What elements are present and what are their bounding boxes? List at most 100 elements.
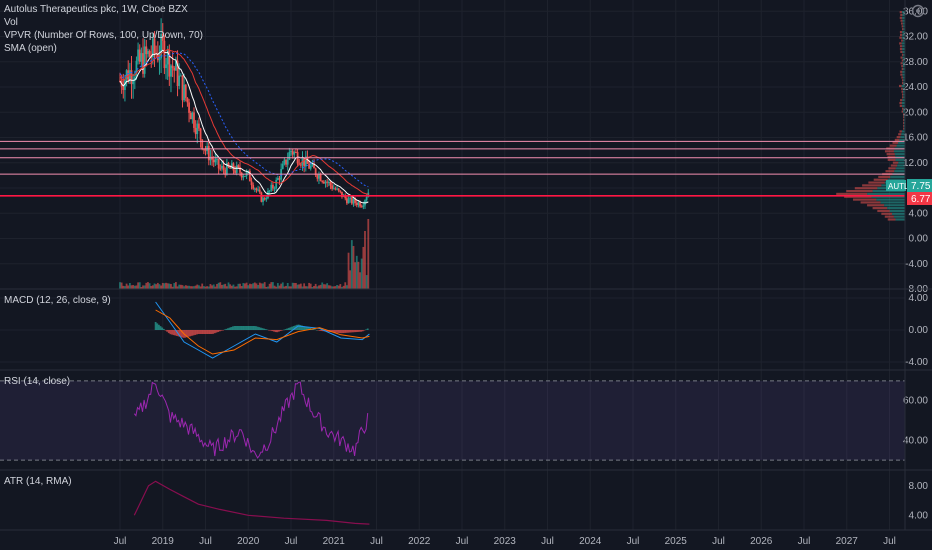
candle-body[interactable] — [188, 102, 190, 113]
candle-body[interactable] — [173, 68, 176, 71]
candle-body[interactable] — [221, 165, 223, 169]
candle-body[interactable] — [184, 84, 187, 98]
candle-body[interactable] — [257, 189, 260, 191]
candle-body[interactable] — [147, 50, 149, 55]
candle-body[interactable] — [237, 165, 240, 168]
candle-body[interactable] — [175, 60, 177, 71]
candle-body[interactable] — [332, 188, 335, 190]
candle-body[interactable] — [186, 97, 189, 103]
candle-body[interactable] — [224, 169, 227, 175]
candle-body[interactable] — [275, 179, 278, 189]
candle-body[interactable] — [286, 159, 289, 165]
candle-body[interactable] — [207, 146, 210, 161]
candle-body[interactable] — [122, 86, 125, 91]
gear-icon[interactable] — [911, 4, 925, 18]
candle-body[interactable] — [242, 176, 245, 178]
candle-body[interactable] — [225, 162, 228, 175]
candle-body[interactable] — [143, 46, 146, 74]
candle-body[interactable] — [308, 163, 310, 169]
candle-body[interactable] — [303, 157, 306, 167]
candle-body[interactable] — [209, 156, 212, 161]
candle-body[interactable] — [199, 128, 202, 140]
candle-body[interactable] — [291, 150, 294, 155]
candle-body[interactable] — [288, 152, 291, 160]
candle-body[interactable] — [234, 170, 236, 173]
candle-body[interactable] — [191, 112, 194, 120]
candle-body[interactable] — [128, 70, 131, 82]
candle-body[interactable] — [227, 162, 230, 167]
candle-body[interactable] — [324, 181, 327, 184]
candle-body[interactable] — [160, 34, 163, 59]
horizontal-lines[interactable] — [0, 140, 905, 197]
candle-body[interactable] — [365, 197, 368, 201]
candle-body[interactable] — [240, 172, 243, 178]
candle-body[interactable] — [239, 167, 241, 173]
candle-body[interactable] — [362, 205, 365, 207]
macd-pane[interactable] — [154, 301, 370, 359]
candle-body[interactable] — [217, 159, 220, 169]
candle-body[interactable] — [252, 185, 255, 189]
candle-body[interactable] — [255, 188, 258, 191]
candle-body[interactable] — [319, 174, 322, 181]
candle-body[interactable] — [278, 178, 281, 180]
candle-body[interactable] — [326, 181, 329, 183]
sma-legend[interactable]: SMA (open) — [4, 43, 57, 54]
candle-body[interactable] — [248, 170, 251, 182]
candle-body[interactable] — [158, 58, 161, 61]
candle-body[interactable] — [336, 188, 338, 190]
candle-body[interactable] — [350, 197, 353, 204]
candle-body[interactable] — [339, 190, 342, 192]
candle-body[interactable] — [142, 53, 144, 74]
candle-body[interactable] — [268, 190, 271, 192]
candle-body[interactable] — [165, 64, 167, 69]
candle-body[interactable] — [153, 38, 156, 53]
candle-body[interactable] — [346, 198, 348, 204]
candle-body[interactable] — [318, 174, 320, 179]
candle-body[interactable] — [367, 192, 370, 198]
volume-legend[interactable]: Vol — [4, 17, 18, 28]
candle-body[interactable] — [304, 156, 307, 167]
candle-body[interactable] — [132, 80, 135, 85]
candle-body[interactable] — [263, 198, 266, 200]
candle-body[interactable] — [258, 189, 261, 193]
candle-body[interactable] — [219, 168, 222, 170]
candle-body[interactable] — [321, 180, 324, 182]
candle-body[interactable] — [341, 191, 343, 197]
candle-body[interactable] — [283, 159, 286, 164]
candle-body[interactable] — [171, 65, 174, 69]
candle-body[interactable] — [214, 159, 217, 163]
candle-body[interactable] — [135, 60, 138, 78]
candle-body[interactable] — [355, 202, 358, 206]
candle-body[interactable] — [295, 152, 297, 154]
candle-body[interactable] — [311, 163, 314, 166]
candle-body[interactable] — [176, 60, 179, 86]
candle-body[interactable] — [349, 197, 352, 200]
candle-body[interactable] — [250, 181, 253, 186]
candle-body[interactable] — [267, 191, 269, 199]
candle-body[interactable] — [354, 198, 357, 203]
candle-body[interactable] — [194, 127, 197, 135]
candle-body[interactable] — [178, 75, 181, 86]
candle-body[interactable] — [322, 181, 325, 184]
candle-body[interactable] — [299, 164, 302, 166]
candle-body[interactable] — [166, 50, 169, 65]
candle-body[interactable] — [344, 195, 347, 199]
price-axis[interactable]: 36.00 32.00 28.00 24.00 20.00 16.00 12.00 8.00 4… — [903, 6, 928, 521]
candle-body[interactable] — [163, 40, 166, 69]
rsi-pane[interactable] — [0, 380, 905, 461]
candle-body[interactable] — [327, 181, 330, 183]
candle-body[interactable] — [170, 65, 172, 77]
candle-body[interactable] — [352, 198, 355, 204]
candle-body[interactable] — [148, 50, 151, 57]
candle-body[interactable] — [253, 188, 256, 190]
candle-body[interactable] — [316, 175, 319, 179]
candle-body[interactable] — [138, 49, 141, 62]
candle-body[interactable] — [270, 184, 273, 191]
candle-body[interactable] — [329, 181, 332, 186]
candle-body[interactable] — [235, 165, 238, 173]
candle-body[interactable] — [230, 163, 233, 169]
candle-body[interactable] — [179, 75, 182, 77]
candle-body[interactable] — [285, 159, 287, 165]
candle-body[interactable] — [232, 163, 235, 171]
